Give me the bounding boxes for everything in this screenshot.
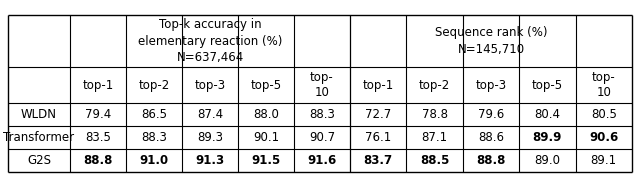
Text: 88.5: 88.5 xyxy=(420,154,449,167)
Text: 88.8: 88.8 xyxy=(476,154,506,167)
Text: 83.7: 83.7 xyxy=(364,154,393,167)
Text: 87.4: 87.4 xyxy=(197,108,223,121)
Text: top-5: top-5 xyxy=(532,79,563,92)
Text: 89.0: 89.0 xyxy=(534,154,561,167)
Text: top-
10: top- 10 xyxy=(310,71,334,99)
Text: 91.5: 91.5 xyxy=(252,154,280,167)
Text: 88.8: 88.8 xyxy=(83,154,113,167)
Text: 80.4: 80.4 xyxy=(534,108,561,121)
Text: 90.1: 90.1 xyxy=(253,131,279,144)
Text: 90.7: 90.7 xyxy=(309,131,335,144)
Text: 91.3: 91.3 xyxy=(195,154,225,167)
Text: 88.3: 88.3 xyxy=(309,108,335,121)
Text: 76.1: 76.1 xyxy=(365,131,391,144)
Text: 89.3: 89.3 xyxy=(197,131,223,144)
Text: 83.5: 83.5 xyxy=(85,131,111,144)
Text: 79.6: 79.6 xyxy=(478,108,504,121)
Text: top-2: top-2 xyxy=(138,79,170,92)
Text: top-
10: top- 10 xyxy=(592,71,616,99)
Text: 87.1: 87.1 xyxy=(422,131,447,144)
Text: top-3: top-3 xyxy=(195,79,225,92)
Text: Sequence rank (%)
N=145,710: Sequence rank (%) N=145,710 xyxy=(435,26,547,56)
Text: G2S: G2S xyxy=(27,154,51,167)
Text: 86.5: 86.5 xyxy=(141,108,167,121)
Text: 88.6: 88.6 xyxy=(478,131,504,144)
Text: 72.7: 72.7 xyxy=(365,108,391,121)
Text: top-1: top-1 xyxy=(83,79,114,92)
Text: 91.6: 91.6 xyxy=(307,154,337,167)
Text: 89.1: 89.1 xyxy=(591,154,617,167)
Text: 78.8: 78.8 xyxy=(422,108,447,121)
Text: 80.5: 80.5 xyxy=(591,108,617,121)
Text: top-5: top-5 xyxy=(250,79,282,92)
Text: 79.4: 79.4 xyxy=(85,108,111,121)
Text: 90.6: 90.6 xyxy=(589,131,618,144)
Text: 91.0: 91.0 xyxy=(140,154,168,167)
Text: Top-k accuracy in
elementary reaction (%)
N=637,464: Top-k accuracy in elementary reaction (%… xyxy=(138,18,282,64)
Text: top-3: top-3 xyxy=(476,79,507,92)
Text: 88.0: 88.0 xyxy=(253,108,279,121)
Text: top-1: top-1 xyxy=(363,79,394,92)
Text: WLDN: WLDN xyxy=(21,108,57,121)
Text: top-2: top-2 xyxy=(419,79,450,92)
Text: Transformer: Transformer xyxy=(3,131,75,144)
Text: 89.9: 89.9 xyxy=(532,131,562,144)
Text: 88.3: 88.3 xyxy=(141,131,167,144)
